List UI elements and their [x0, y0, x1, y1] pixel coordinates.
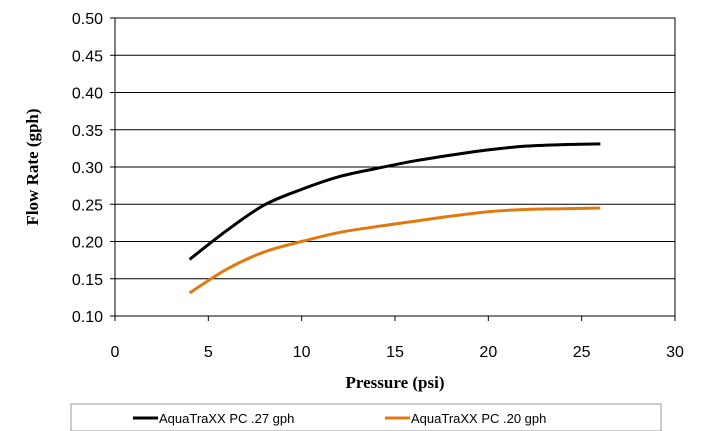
x-tick-label: 20 — [479, 344, 497, 361]
y-axis-title: Flow Rate (gph) — [23, 108, 42, 225]
series-line-2 — [188, 206, 601, 295]
y-tick-label: 0.15 — [72, 272, 103, 289]
legend-label-2: AquaTraXX PC .20 gph — [411, 411, 546, 426]
y-axis-ticks: 0.10 0.15 0.20 0.25 0.30 0.35 0.40 0.45 0.50 — [72, 11, 115, 326]
x-tick-label: 5 — [204, 344, 213, 361]
y-tick-label: 0.50 — [72, 11, 103, 28]
y-tick-label: 0.40 — [72, 86, 103, 103]
y-tick-label: 0.25 — [72, 197, 103, 214]
series-lines — [188, 142, 601, 295]
grid-lines — [115, 17, 675, 317]
x-tick-label: 15 — [386, 344, 404, 361]
x-tick-label: 30 — [666, 344, 684, 361]
legend-items: AquaTraXX PC .27 gph AquaTraXX PC .20 gph — [133, 411, 546, 426]
y-tick-label: 0.35 — [72, 123, 103, 140]
x-axis-ticks: 0 5 10 15 20 25 30 — [111, 316, 684, 361]
x-tick-label: 25 — [573, 344, 591, 361]
legend-label-1: AquaTraXX PC .27 gph — [159, 411, 294, 426]
x-axis-title: Pressure (psi) — [345, 373, 444, 392]
x-tick-label: 0 — [111, 344, 120, 361]
y-tick-label: 0.30 — [72, 160, 103, 177]
series-line-1 — [188, 142, 601, 261]
legend-box — [70, 403, 662, 431]
x-tick-label: 10 — [293, 344, 311, 361]
y-tick-label: 0.20 — [72, 235, 103, 252]
y-tick-label: 0.10 — [72, 309, 103, 326]
legend: AquaTraXX PC .27 gph AquaTraXX PC .20 gph — [70, 403, 662, 431]
y-tick-label: 0.45 — [72, 48, 103, 65]
